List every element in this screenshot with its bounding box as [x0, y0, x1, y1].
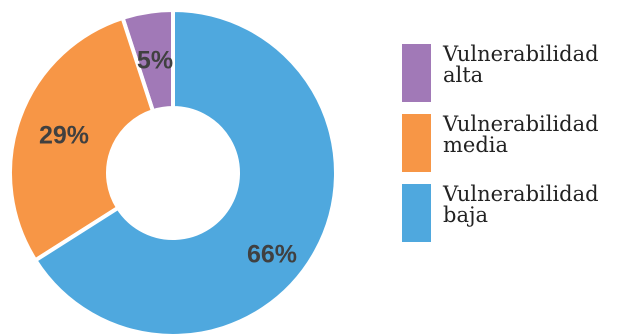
donut-slice-vulnerabilidad-baja	[32, 7, 338, 336]
legend-label-baja: Vulnerabilidad baja	[443, 182, 599, 227]
donut-slice-vulnerabilidad-media	[8, 15, 156, 264]
donut-labels: 5% 29% 66%	[39, 47, 297, 269]
legend-label-alta: Vulnerabilidad alta	[443, 42, 599, 87]
slice-label-alta: 5%	[137, 47, 173, 75]
legend-swatch-baja	[402, 184, 431, 242]
donut-chart: 5% 29% 66%	[8, 7, 338, 336]
chart-legend: Vulnerabilidad alta Vulnerabilidad media…	[402, 44, 633, 254]
legend-swatch-alta	[402, 44, 431, 102]
donut-slices	[8, 7, 338, 336]
legend-label-media: Vulnerabilidad media	[443, 112, 599, 157]
legend-item-media: Vulnerabilidad media	[402, 114, 633, 172]
legend-swatch-media	[402, 114, 431, 172]
legend-item-alta: Vulnerabilidad alta	[402, 44, 633, 102]
slice-label-baja: 66%	[247, 241, 297, 269]
legend-item-baja: Vulnerabilidad baja	[402, 184, 633, 242]
slice-label-media: 29%	[39, 122, 89, 150]
